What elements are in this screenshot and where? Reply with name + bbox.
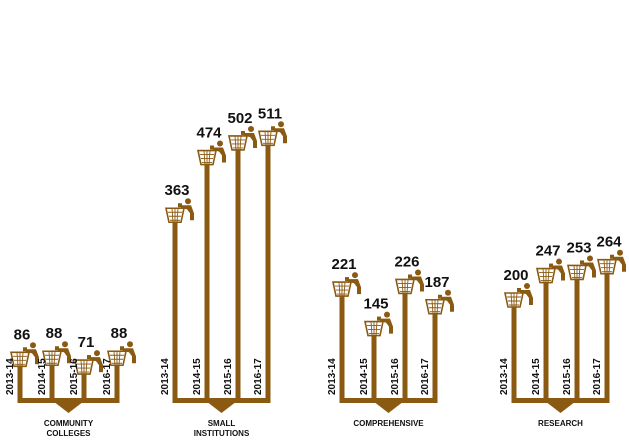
year-tick-label: 2015-16 (223, 358, 234, 395)
value-label: 88 (111, 325, 128, 342)
recycling-person-icon (258, 121, 287, 147)
year-tick-label: 2014-15 (359, 358, 370, 395)
value-label: 187 (424, 274, 449, 291)
group-pointer (208, 403, 235, 413)
bar (432, 313, 438, 401)
year-tick-label: 2016-17 (253, 358, 264, 395)
value-label: 145 (363, 296, 388, 313)
bar (81, 374, 87, 401)
year-tick-label: 2013-14 (499, 358, 510, 395)
year-tick-label: 2015-16 (390, 358, 401, 395)
bar (49, 365, 55, 401)
recycling-person-icon (395, 269, 424, 295)
chart-group-2: 363 2013-14 474 2014-15 502 2015-16 511 2016-17… (160, 105, 287, 438)
bar (265, 145, 271, 401)
recycling-person-icon (10, 342, 39, 368)
bar (339, 296, 345, 401)
group-pointer (547, 403, 574, 413)
chart-group-1: 86 2013-14 88 2014-15 71 2015-16 88 2016-17 COMM… (5, 325, 136, 438)
value-label: 363 (164, 182, 189, 199)
year-tick-label: 2013-14 (327, 358, 338, 395)
year-tick-label: 2014-15 (37, 358, 48, 395)
year-tick-label: 2015-16 (69, 358, 80, 395)
group-connector (172, 398, 271, 403)
value-label: 71 (78, 334, 95, 351)
bar (511, 307, 517, 401)
group-connector (339, 398, 438, 403)
recycling-person-icon (165, 198, 194, 224)
year-tick-label: 2016-17 (102, 358, 113, 395)
group-pointer (375, 403, 402, 413)
chart-group-3: 221 2013-14 145 2014-15 226 2015-16 187 2016-17… (327, 253, 454, 428)
bar (543, 282, 549, 401)
value-label: 200 (503, 267, 528, 284)
group-label: COMMUNITY (44, 419, 94, 428)
bar (574, 279, 580, 401)
year-tick-label: 2014-15 (192, 358, 203, 395)
recycling-person-icon (597, 249, 626, 275)
value-label: 474 (196, 125, 222, 142)
bar (604, 273, 610, 401)
group-label: RESEARCH (538, 419, 583, 428)
value-label: 253 (566, 239, 591, 256)
group-connector (511, 398, 610, 403)
value-label: 247 (535, 243, 560, 260)
recycling-person-icon (228, 125, 257, 151)
year-tick-label: 2013-14 (5, 358, 16, 395)
value-label: 221 (331, 256, 356, 273)
group-label: COMPREHENSIVE (353, 419, 424, 428)
value-label: 88 (46, 325, 63, 342)
bar (172, 222, 178, 401)
group-label: COLLEGES (46, 429, 91, 438)
recycling-person-icon (74, 350, 103, 375)
value-label: 86 (14, 326, 31, 343)
year-tick-label: 2013-14 (160, 358, 171, 395)
recycling-person-icon (364, 311, 393, 337)
value-label: 502 (227, 110, 252, 127)
recycling-person-icon (425, 289, 454, 315)
recycling-person-icon (197, 140, 226, 166)
bar (204, 164, 210, 401)
recycling-person-icon (107, 341, 136, 367)
recycling-person-icon (332, 272, 361, 297)
year-tick-label: 2014-15 (531, 358, 542, 395)
bar (235, 149, 241, 401)
recycling-person-icon (42, 341, 71, 367)
value-label: 264 (596, 234, 622, 251)
group-connector (17, 398, 120, 403)
year-tick-label: 2015-16 (562, 358, 573, 395)
bar (114, 365, 120, 401)
group-label: INSTITUTIONS (194, 429, 250, 438)
bar (402, 293, 408, 401)
chart-groups: 86 2013-14 88 2014-15 71 2015-16 88 2016-17 COMM… (5, 105, 626, 438)
bar (371, 335, 377, 401)
value-label: 226 (394, 253, 419, 270)
group-label: SMALL (208, 419, 236, 428)
value-label: 511 (258, 105, 282, 122)
group-pointer (55, 403, 82, 413)
chart-group-4: 200 2013-14 247 2014-15 253 2015-16 264 2016-17… (499, 234, 626, 428)
recycling-person-icon (504, 283, 533, 308)
year-tick-label: 2016-17 (592, 358, 603, 395)
bar (17, 366, 23, 401)
recycling-person-icon (536, 258, 565, 284)
recycling-person-icon (567, 255, 596, 281)
year-tick-label: 2016-17 (420, 358, 431, 395)
